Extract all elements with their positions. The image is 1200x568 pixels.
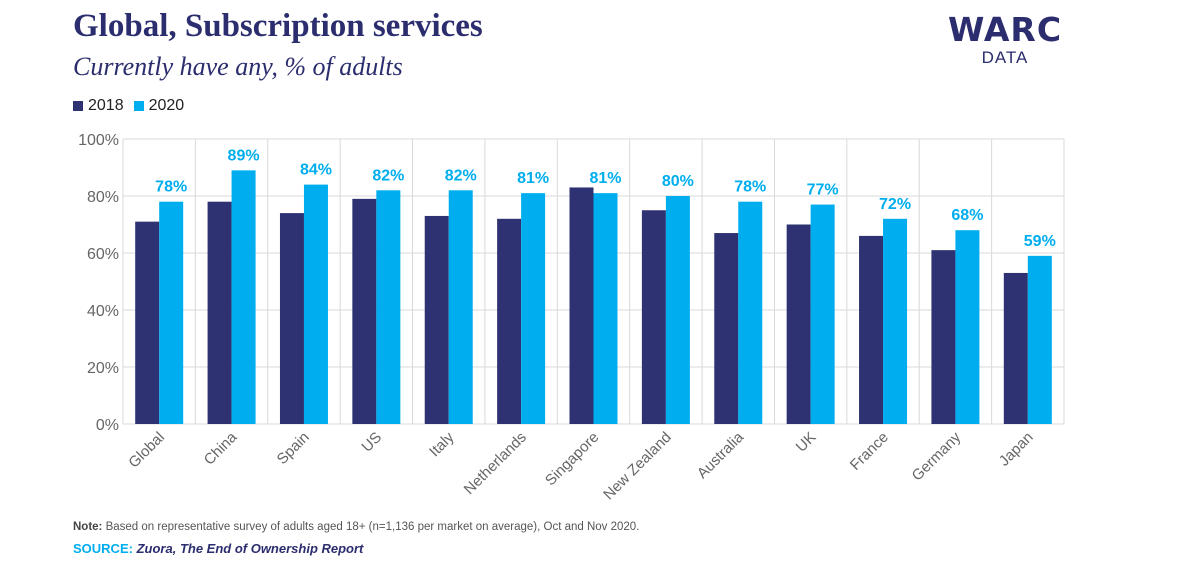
bar-2018 xyxy=(931,250,956,424)
data-label: 72% xyxy=(879,196,911,213)
data-label: 82% xyxy=(445,167,477,184)
source-label: SOURCE: xyxy=(73,541,133,556)
bar-2020 xyxy=(738,201,763,424)
x-tick-label: France xyxy=(847,429,892,474)
bar-2018 xyxy=(352,198,377,424)
bar-2020 xyxy=(883,218,908,424)
note-label: Note: xyxy=(73,521,103,533)
bar-2020 xyxy=(231,170,256,424)
data-label: 81% xyxy=(517,170,549,187)
x-tick-label: US xyxy=(358,429,385,456)
y-tick-label: 100% xyxy=(78,132,119,149)
data-label: 81% xyxy=(589,170,621,187)
y-tick-label: 60% xyxy=(87,246,119,263)
y-tick-label: 80% xyxy=(87,189,119,206)
bar-2020 xyxy=(159,201,184,424)
legend-label-2018: 2018 xyxy=(88,97,124,114)
x-tick-label: Japan xyxy=(996,429,1037,470)
bar-2020 xyxy=(593,193,618,424)
logo-subtext: DATA xyxy=(981,48,1029,67)
bar-2018 xyxy=(641,210,666,424)
data-label: 68% xyxy=(951,207,983,224)
bar-2018 xyxy=(135,221,160,424)
note-text: Based on representative survey of adults… xyxy=(105,521,640,533)
x-tick-label: UK xyxy=(793,429,820,456)
bar-2018 xyxy=(279,213,304,424)
legend-swatch-2020 xyxy=(133,101,144,111)
data-label: 78% xyxy=(734,179,766,196)
bar-2020 xyxy=(376,190,401,424)
x-tick-label: Italy xyxy=(426,428,458,460)
source-org: Zuora, xyxy=(136,541,177,556)
x-tick-label: Singapore xyxy=(542,429,602,489)
data-label: 82% xyxy=(372,167,404,184)
x-tick-label: Spain xyxy=(274,429,313,468)
y-tick-label: 20% xyxy=(87,360,119,377)
x-tick-label: Germany xyxy=(909,428,965,484)
bar-2020 xyxy=(303,184,328,424)
bar-2018 xyxy=(786,224,811,424)
bar-2018 xyxy=(569,187,594,424)
logo-wordmark: WARC xyxy=(947,10,1063,49)
x-tick-label: Global xyxy=(125,429,168,472)
bar-2018 xyxy=(714,233,739,424)
warc-logo: WARC DATA xyxy=(940,10,1070,66)
chart-title: Global, Subscription services xyxy=(73,8,483,44)
data-label: 59% xyxy=(1024,233,1056,250)
bar-2020 xyxy=(810,204,835,424)
footnote: Note: Based on representative survey of … xyxy=(73,521,639,533)
data-label: 78% xyxy=(155,179,187,196)
source-line: SOURCE: Zuora, The End of Ownership Repo… xyxy=(73,541,363,556)
bar-2018 xyxy=(1003,272,1028,424)
bar-2020 xyxy=(665,196,690,424)
data-label: 89% xyxy=(228,147,260,164)
bar-2020 xyxy=(448,190,473,424)
bar-2018 xyxy=(424,215,449,424)
legend-item-2020: 2020 xyxy=(133,97,185,115)
legend: 2018 2020 xyxy=(73,97,194,115)
bar-2020 xyxy=(955,230,980,424)
data-label: 84% xyxy=(300,162,332,179)
legend-label-2020: 2020 xyxy=(148,97,185,114)
data-label: 80% xyxy=(662,173,694,190)
legend-item-2018: 2018 xyxy=(73,97,124,115)
chart-subtitle: Currently have any, % of adults xyxy=(73,52,403,81)
source-report: The End of Ownership Report xyxy=(179,541,364,556)
bar-2020 xyxy=(521,193,546,424)
bar-2018 xyxy=(859,235,884,424)
x-tick-label: China xyxy=(201,428,241,468)
data-label: 77% xyxy=(807,182,839,199)
x-tick-label: Netherlands xyxy=(461,429,530,498)
x-tick-label: Australia xyxy=(694,428,748,482)
bar-2018 xyxy=(207,201,232,424)
bar-2018 xyxy=(497,218,522,424)
y-tick-label: 40% xyxy=(87,303,119,320)
y-tick-label: 0% xyxy=(96,417,119,434)
x-tick-label: New Zealand xyxy=(600,429,675,504)
bar-2020 xyxy=(1027,255,1052,424)
legend-swatch-2018 xyxy=(73,101,83,111)
